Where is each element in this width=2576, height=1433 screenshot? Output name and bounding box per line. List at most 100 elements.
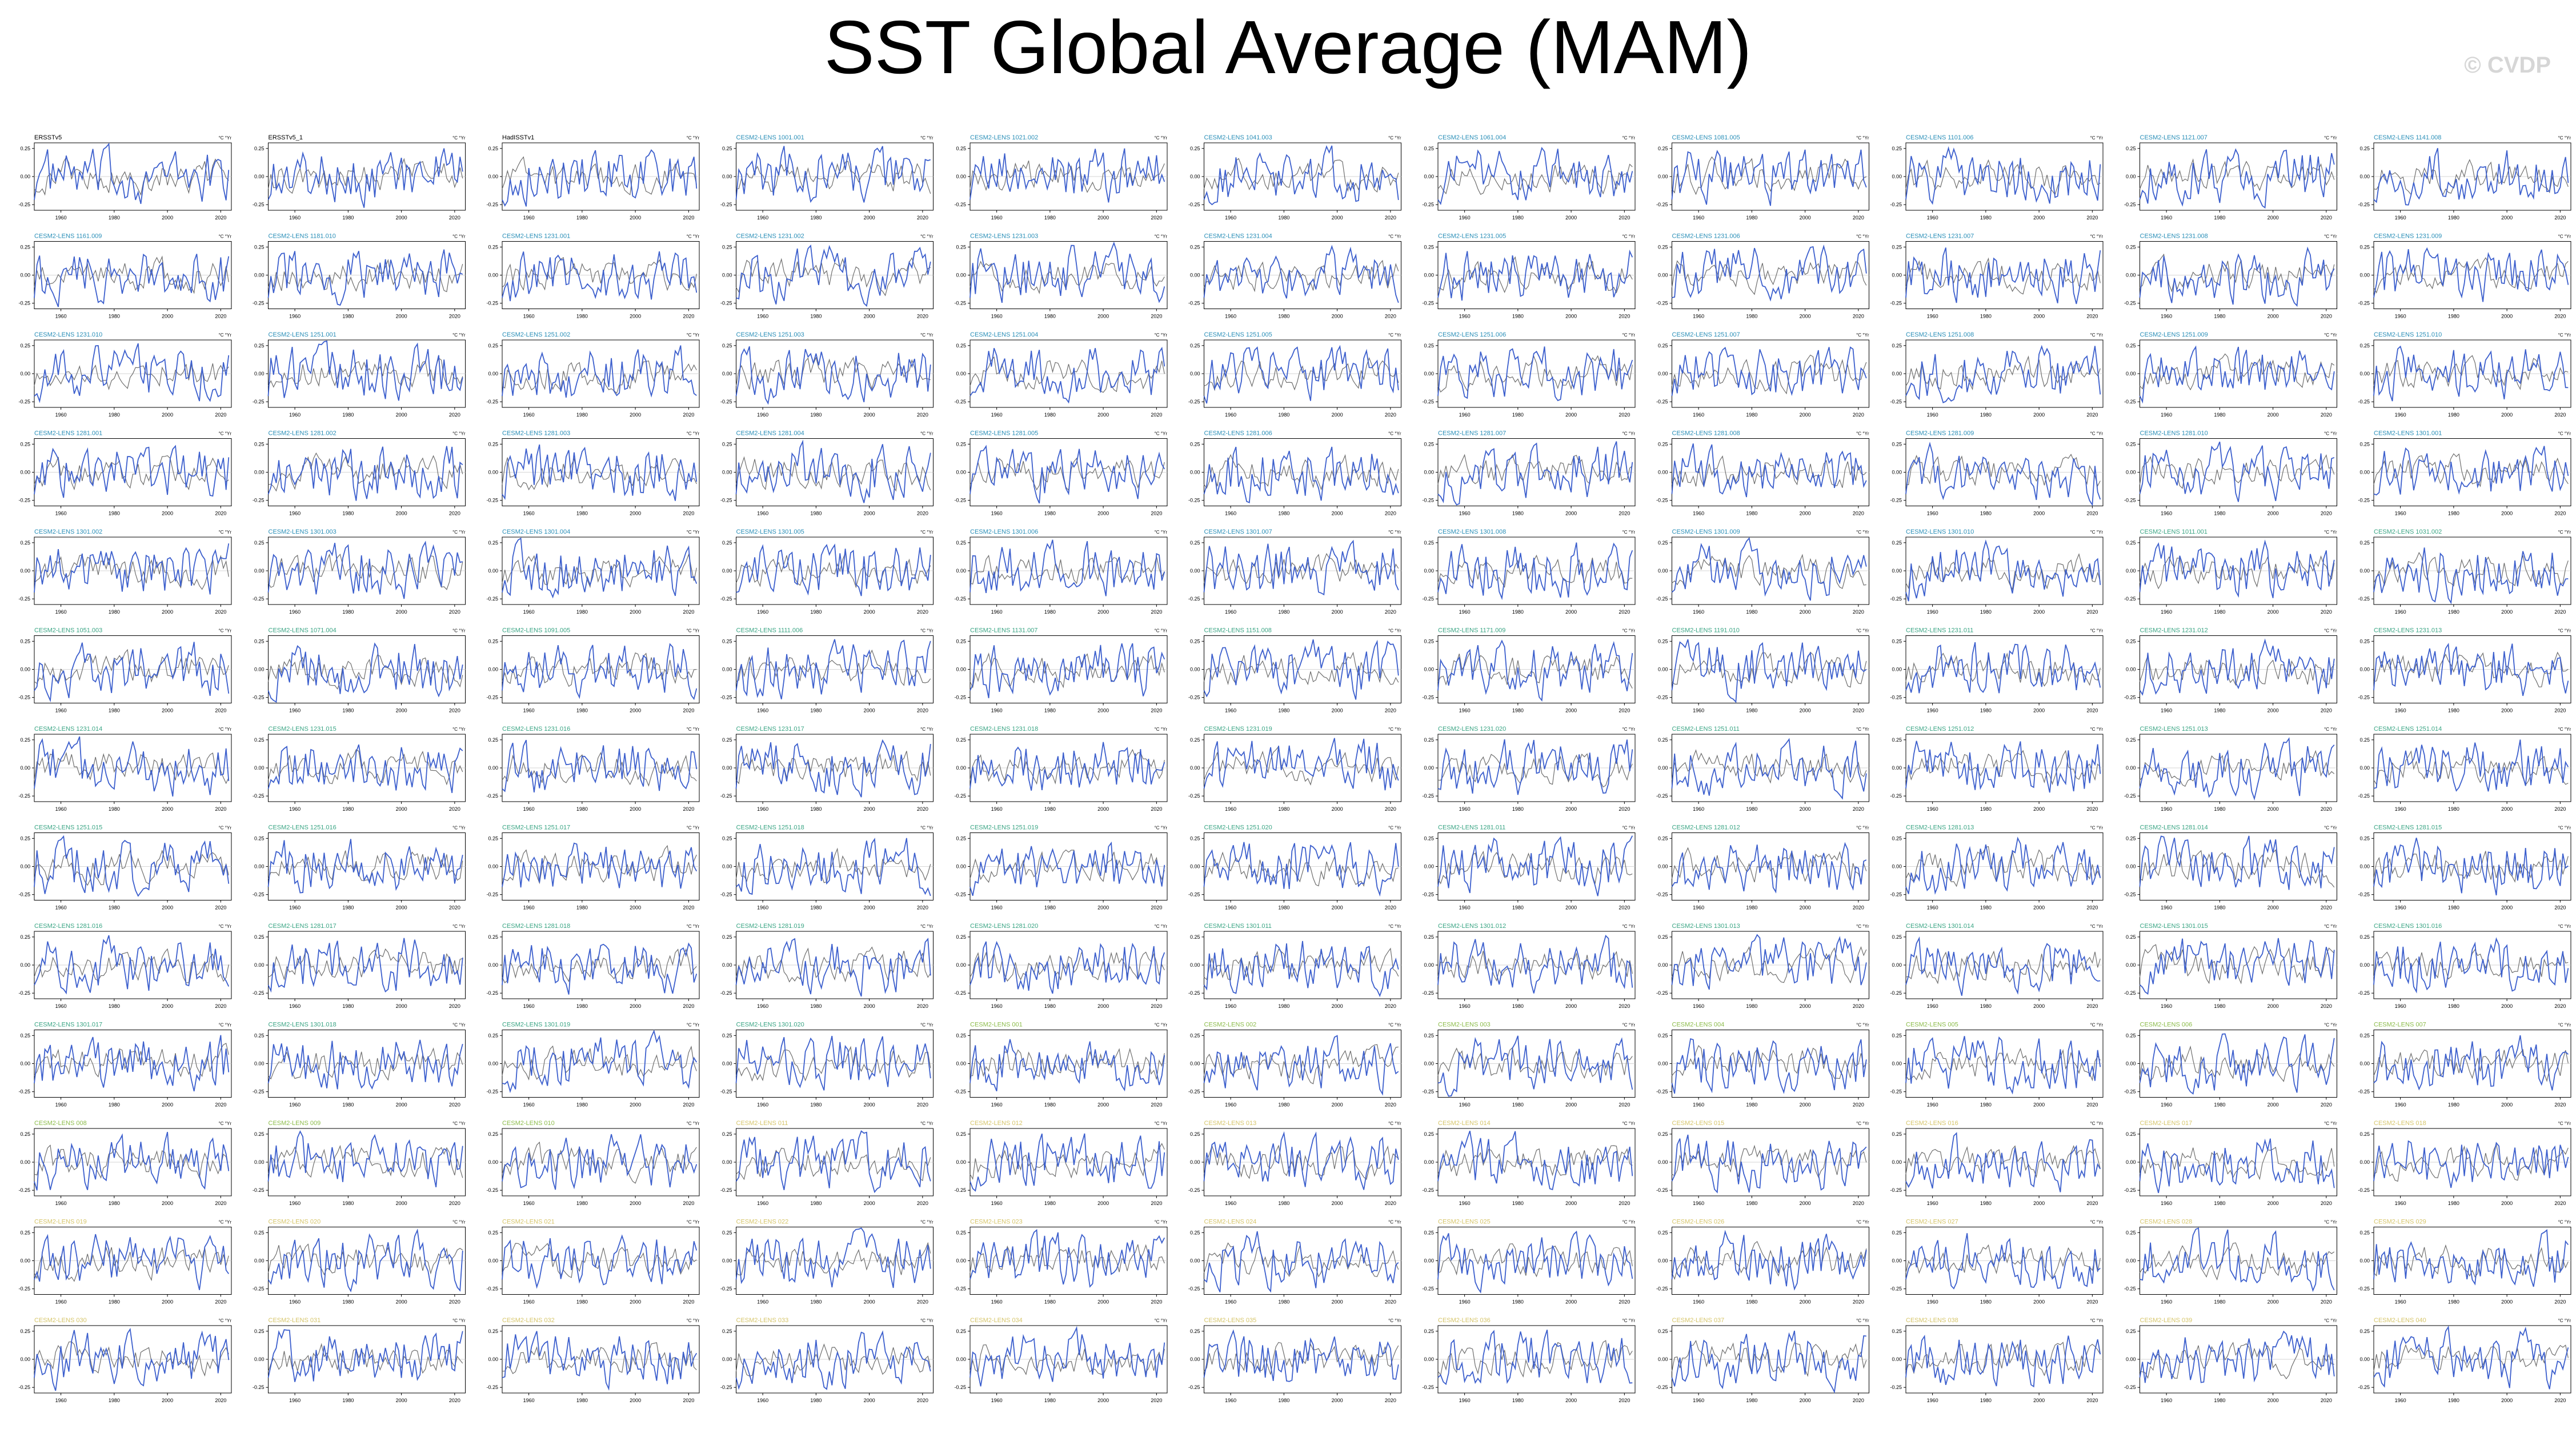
ensemble-mean-line — [1437, 951, 1633, 982]
y-tick-label: 0.25 — [254, 1230, 265, 1235]
x-tick-label: 1980 — [810, 806, 822, 812]
panel-title: CESM2-LENS 1301.012 — [1438, 923, 1506, 930]
y-tick-label: 0.25 — [722, 638, 732, 644]
member-series-line — [1437, 249, 1633, 301]
panel-units: °C °Yr — [920, 431, 934, 437]
y-tick-label: 0.25 — [1892, 1032, 1902, 1038]
x-tick-label: 2000 — [162, 1299, 173, 1305]
member-series-line — [502, 251, 698, 302]
x-tick-label: 2000 — [162, 708, 173, 714]
panel-title: CESM2-LENS 1011.001 — [2140, 529, 2208, 535]
panel-title: CESM2-LENS 1031.002 — [2374, 529, 2442, 535]
member-series-line — [1437, 1035, 1633, 1097]
chart-panel: CESM2-LENS 1111.006 °C °Yr0.250.00-0.2519… — [720, 627, 934, 714]
x-tick-label: 1980 — [810, 1398, 822, 1403]
y-tick-label: 0.25 — [488, 244, 498, 250]
x-tick-label: 2000 — [864, 412, 875, 418]
x-tick-label: 2000 — [1565, 905, 1577, 911]
member-series-line — [1203, 842, 1399, 897]
panel-units: °C °Yr — [2090, 629, 2104, 634]
x-tick-label: 1960 — [1225, 314, 1236, 319]
x-tick-label: 1960 — [55, 1003, 67, 1009]
x-tick-label: 1980 — [1980, 314, 1992, 319]
y-tick-label: 0.00 — [254, 174, 265, 179]
x-tick-label: 2020 — [2554, 314, 2566, 319]
x-tick-label: 1960 — [55, 412, 67, 418]
chart-panel: CESM2-LENS 1301.003 °C °Yr0.250.00-0.2519… — [253, 529, 466, 615]
panel-units: °C °Yr — [2558, 826, 2571, 831]
x-tick-label: 1960 — [55, 1299, 67, 1305]
panel-units: °C °Yr — [2324, 530, 2337, 535]
x-tick-label: 1980 — [1512, 905, 1524, 911]
panel-title: CESM2-LENS 1021.002 — [970, 134, 1038, 141]
y-tick-label: 0.00 — [20, 273, 30, 278]
x-tick-label: 1960 — [2161, 1003, 2172, 1009]
y-tick-label: -0.25 — [1188, 793, 1200, 799]
y-tick-label: 0.00 — [1658, 568, 1668, 574]
panel-units: °C °Yr — [452, 530, 466, 535]
member-series-line — [502, 1331, 698, 1391]
panel-title: CESM2-LENS 1281.002 — [269, 430, 336, 437]
y-tick-label: -0.25 — [2358, 892, 2370, 898]
x-tick-label: 1960 — [757, 1398, 768, 1403]
y-tick-label: 0.00 — [722, 667, 732, 673]
member-series-line — [1905, 442, 2101, 507]
x-tick-label: 1960 — [2161, 215, 2172, 221]
member-series-line — [502, 643, 698, 701]
ensemble-mean-line — [1437, 163, 1633, 195]
y-tick-label: -0.25 — [1422, 498, 1434, 503]
y-tick-label: 0.00 — [1892, 273, 1902, 278]
x-tick-label: 1980 — [1044, 1398, 1056, 1403]
y-tick-label: 0.00 — [1892, 1061, 1902, 1067]
y-tick-label: -0.25 — [18, 990, 30, 996]
member-series-line — [2373, 643, 2569, 697]
y-tick-label: -0.25 — [2124, 596, 2136, 602]
x-tick-label: 2020 — [1853, 708, 1864, 714]
chart-panel: CESM2-LENS 1231.002 °C °Yr0.250.00-0.2519… — [720, 233, 934, 319]
panel-title: CESM2-LENS 1231.018 — [970, 726, 1038, 732]
y-tick-label: 0.25 — [2359, 441, 2370, 447]
y-tick-label: -0.25 — [720, 1286, 732, 1292]
x-tick-label: 2020 — [1853, 609, 1864, 615]
x-tick-label: 2020 — [917, 1003, 928, 1009]
member-series-line — [1671, 1038, 1867, 1094]
x-tick-label: 1980 — [1980, 1102, 1992, 1108]
panel-units: °C °Yr — [2558, 530, 2571, 535]
y-tick-label: -0.25 — [2124, 1089, 2136, 1095]
x-tick-label: 2020 — [2086, 1200, 2098, 1206]
panel-units: °C °Yr — [2324, 1023, 2337, 1028]
x-tick-label: 1960 — [289, 806, 301, 812]
x-tick-label: 1960 — [1459, 1299, 1471, 1305]
y-tick-label: 0.25 — [2126, 441, 2136, 447]
panel-title: CESM2-LENS 1231.006 — [1672, 233, 1740, 240]
x-tick-label: 1960 — [757, 412, 768, 418]
ensemble-mean-line — [2373, 1344, 2569, 1372]
ensemble-mean-line — [268, 1047, 463, 1081]
panel-title: CESM2-LENS 1121.007 — [2140, 134, 2208, 141]
panel-title: CESM2-LENS 1281.007 — [1438, 430, 1506, 437]
x-tick-label: 1980 — [1044, 1003, 1056, 1009]
chart-panel: CESM2-LENS 1251.013 °C °Yr0.250.00-0.2519… — [2124, 726, 2337, 812]
x-tick-label: 2000 — [1565, 1102, 1577, 1108]
x-tick-label: 2000 — [396, 609, 407, 615]
y-tick-label: 0.25 — [722, 1328, 732, 1334]
ensemble-mean-line — [1437, 256, 1633, 294]
y-tick-label: 0.25 — [254, 146, 265, 151]
panel-units: °C °Yr — [452, 1023, 466, 1028]
y-tick-label: -0.25 — [253, 1089, 265, 1095]
member-series-line — [2139, 1330, 2335, 1383]
x-tick-label: 1980 — [576, 1102, 588, 1108]
y-tick-label: -0.25 — [2358, 1286, 2370, 1292]
x-tick-label: 2000 — [2501, 1200, 2513, 1206]
panel-units: °C °Yr — [687, 530, 700, 535]
member-series-line — [969, 346, 1165, 404]
x-tick-label: 1960 — [55, 708, 67, 714]
x-tick-label: 2020 — [1151, 412, 1162, 418]
chart-panel: CESM2-LENS 1231.006 °C °Yr0.250.00-0.2519… — [1656, 233, 1869, 319]
x-tick-label: 2000 — [1800, 806, 1811, 812]
x-tick-label: 1980 — [1278, 1200, 1289, 1206]
member-series-line — [1203, 145, 1399, 206]
